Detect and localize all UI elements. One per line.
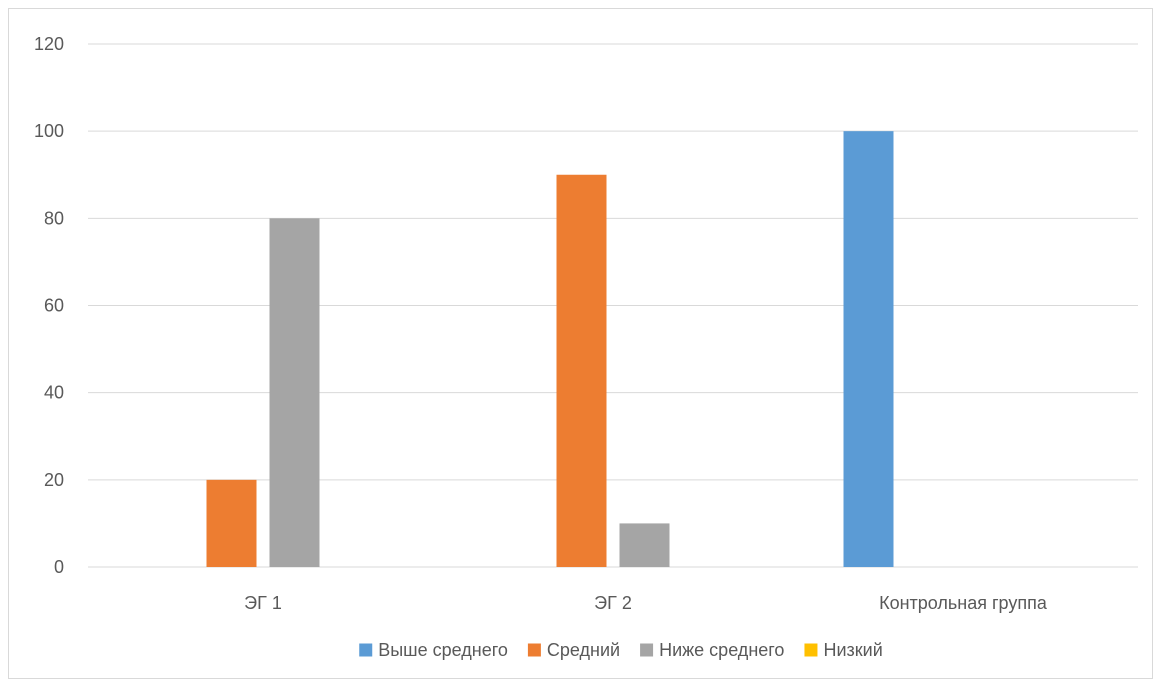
bar-3-series-1 [843,131,894,567]
legend-swatch [527,643,541,657]
x-tick-label: Контрольная группа [879,593,1048,613]
bar-1-series-2 [206,479,257,567]
legend-label: Ниже среднего [659,640,784,660]
x-tick-label: ЭГ 1 [244,593,282,613]
x-tick-label: ЭГ 2 [594,593,632,613]
y-axis-tick-labels: 0 20 40 60 80 100 120 [34,34,64,577]
x-axis-tick-labels: ЭГ 1 ЭГ 2 Контрольная группа [244,593,1048,613]
y-tick-label: 40 [44,383,64,403]
gridlines [88,43,1138,568]
legend: Выше среднего Средний Ниже среднего Низкий [359,640,883,660]
y-tick-label: 20 [44,470,64,490]
bars [206,131,894,568]
bar-2-series-3 [619,523,670,567]
legend-label: Средний [547,640,620,660]
y-tick-label: 100 [34,121,64,141]
y-tick-label: 120 [34,34,64,54]
y-tick-label: 80 [44,208,64,228]
legend-swatch [804,643,818,657]
legend-swatch [359,643,373,657]
bar-2-series-2 [556,174,607,567]
legend-item: Выше среднего [359,640,508,660]
legend-item: Низкий [804,640,883,660]
legend-label: Выше среднего [378,640,508,660]
y-tick-label: 0 [54,557,64,577]
y-tick-label: 60 [44,296,64,316]
legend-label: Низкий [823,640,882,660]
bar-1-series-3 [269,218,320,568]
legend-item: Средний [527,640,620,660]
legend-swatch [640,643,654,657]
legend-item: Ниже среднего [640,640,784,660]
